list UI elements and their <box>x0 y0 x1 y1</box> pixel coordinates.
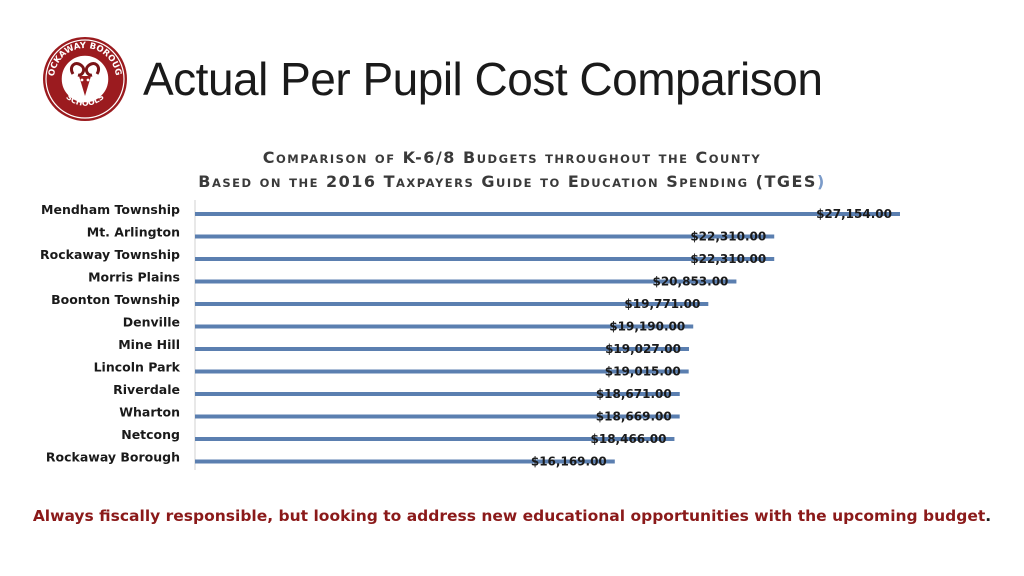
data-label: $18,671.00 <box>596 387 672 401</box>
category-label: Lincoln Park <box>94 360 181 375</box>
category-label: Wharton <box>119 405 180 420</box>
bar <box>195 414 680 419</box>
category-label: Mendham Township <box>41 202 180 217</box>
footer-note: Always fiscally responsible, but looking… <box>0 507 1024 525</box>
bar <box>195 437 675 441</box>
rockaway-borough-schools-logo: ROCKAWAY BOROUGH SCHOOLS <box>42 36 127 121</box>
data-label: $18,669.00 <box>596 410 672 424</box>
bar <box>195 302 709 306</box>
category-label: Mt. Arlington <box>87 225 180 240</box>
chart-title-line1: COMPARISON OF K-6/8 BUDGETS THROUGHOUT T… <box>262 148 762 167</box>
bar <box>195 392 680 396</box>
category-label: Rockaway Township <box>40 247 180 262</box>
footer-text: Always fiscally responsible, but looking… <box>32 507 986 525</box>
data-label: $19,027.00 <box>605 342 681 356</box>
bar <box>195 324 694 329</box>
data-label: $19,015.00 <box>605 365 681 379</box>
page-title: Actual Per Pupil Cost Comparison <box>143 53 823 105</box>
data-label: $22,310.00 <box>690 252 766 266</box>
bar <box>195 369 689 374</box>
category-label: Mine Hill <box>118 337 180 352</box>
bar <box>195 234 775 239</box>
data-label: $16,169.00 <box>531 455 607 469</box>
bar <box>195 212 900 216</box>
category-labels: Mendham Township Mt. Arlington Rockaway To… <box>40 202 181 465</box>
data-label: $27,154.00 <box>816 207 892 221</box>
ram-head-icon <box>69 62 101 96</box>
category-label: Morris Plains <box>88 270 180 285</box>
category-label: Boonton Township <box>51 292 180 307</box>
data-label: $19,771.00 <box>624 297 700 311</box>
footer-period: . <box>985 507 992 525</box>
svg-text:SCHOOLS: SCHOOLS <box>64 92 106 108</box>
category-label: Denville <box>123 315 180 330</box>
data-label: $22,310.00 <box>690 230 766 244</box>
logo-bottom-text: SCHOOLS <box>64 92 106 108</box>
category-label: Riverdale <box>113 382 180 397</box>
bar <box>195 279 737 284</box>
data-labels: $27,154.00 $22,310.00 $22,310.00 $20,853.00… <box>531 207 892 469</box>
data-label: $19,190.00 <box>609 320 685 334</box>
chart-title-line2: BASED ON THE 2016 TAXPAYERS GUIDE TO EDU… <box>198 172 826 191</box>
category-label: Rockaway Borough <box>46 450 180 465</box>
data-label: $18,466.00 <box>591 432 667 446</box>
bars <box>195 212 900 464</box>
bar <box>195 257 775 261</box>
bar <box>195 347 689 351</box>
bar <box>195 459 615 464</box>
category-label: Netcong <box>121 427 180 442</box>
data-label: $20,853.00 <box>652 275 728 289</box>
